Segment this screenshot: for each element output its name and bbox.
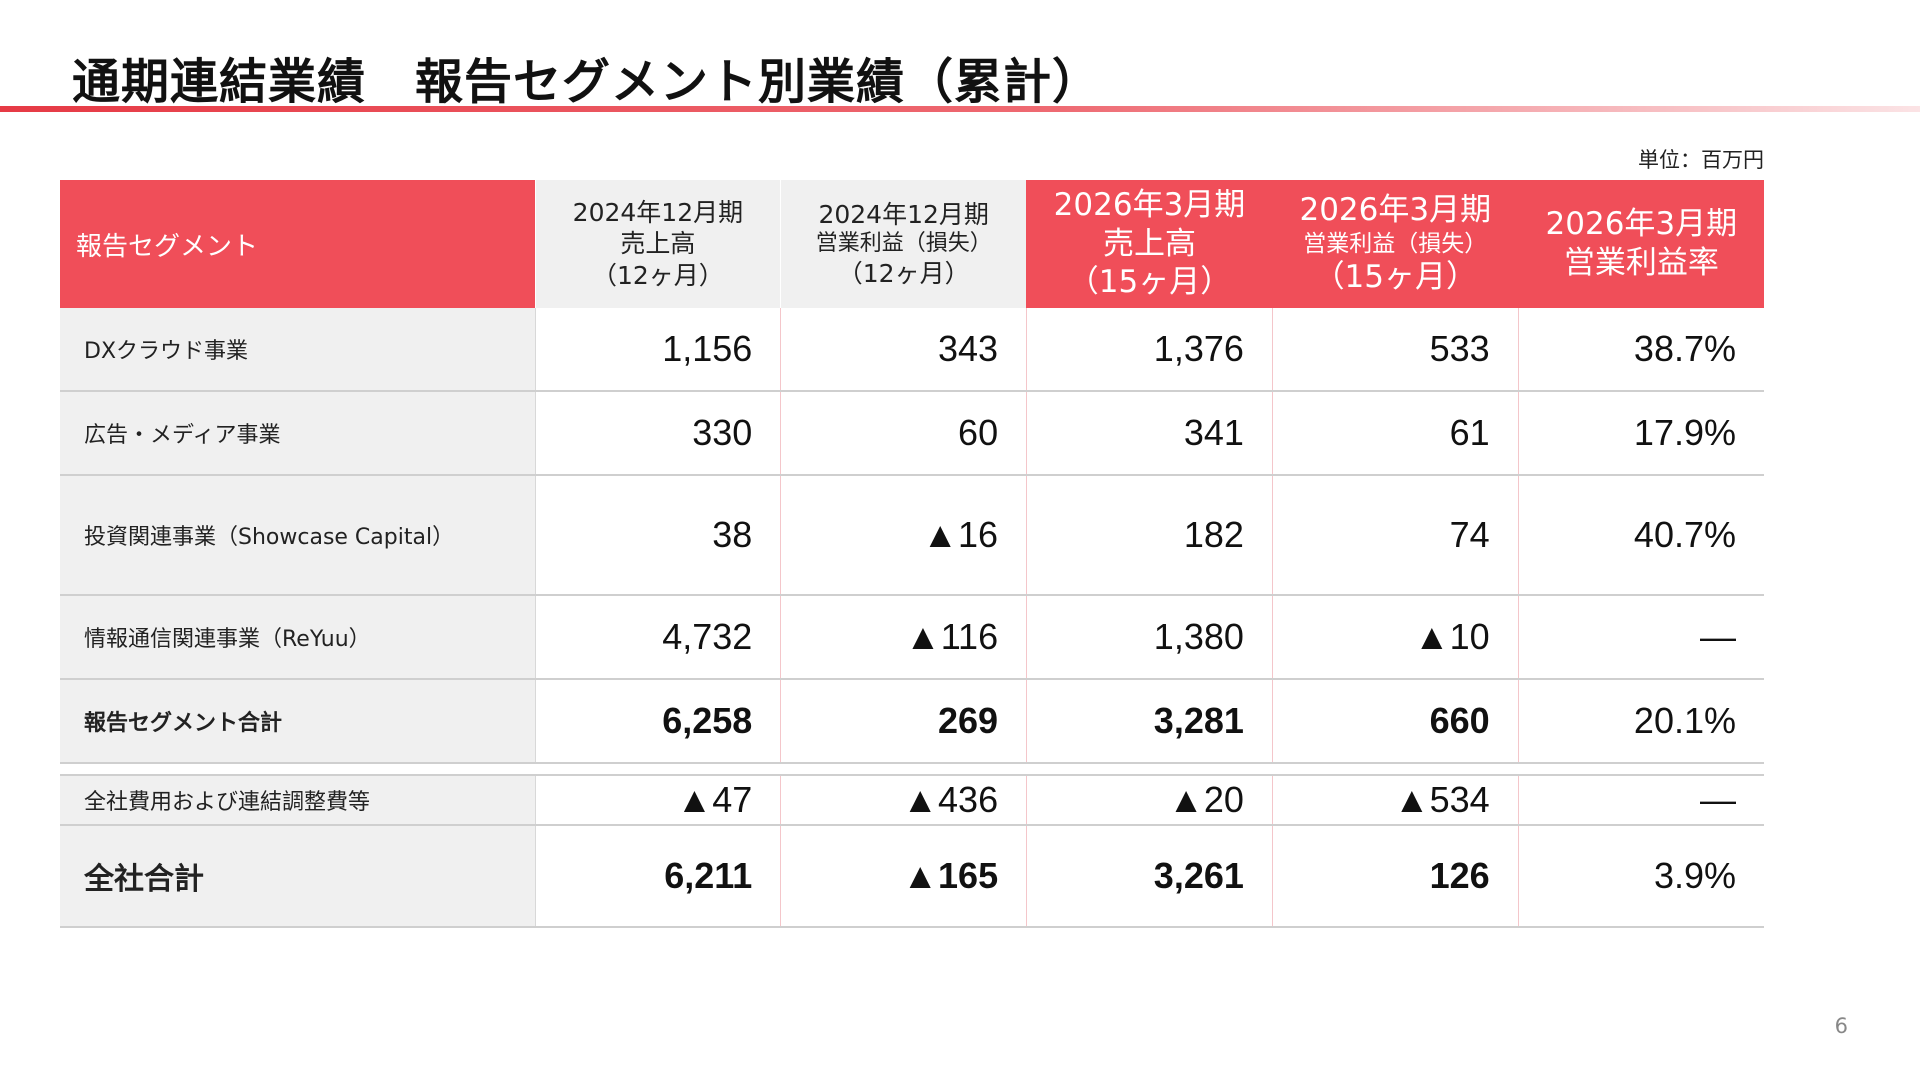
unit-label: 単位：百万円	[1638, 148, 1764, 172]
header-line: （15ヶ月）	[1313, 259, 1478, 296]
cell-value: ▲47	[534, 774, 781, 826]
cell-value: 17.9%	[1517, 391, 1764, 476]
cell-value: ▲10	[1271, 595, 1519, 680]
header-2024-sales: 2024年12月期 売上高 （12ヶ月）	[534, 180, 781, 308]
cell-value: 6,211	[534, 825, 781, 928]
cell-value: 6,258	[534, 679, 781, 764]
cell-value: ▲116	[780, 595, 1027, 680]
table-row-company-total: 全社合計 6,211 ▲165 3,261 126 3.9%	[60, 825, 1764, 928]
header-line: 営業利益（損失）	[815, 231, 992, 257]
cell-value: 533	[1271, 308, 1519, 392]
header-2026-operating-income: 2026年3月期 営業利益（損失） （15ヶ月）	[1271, 180, 1519, 308]
header-line: （12ヶ月）	[591, 260, 724, 290]
cell-value: 126	[1271, 825, 1519, 928]
header-2026-sales: 2026年3月期 売上高 （15ヶ月）	[1026, 180, 1273, 308]
cell-value: 3,281	[1026, 679, 1273, 764]
cell-value: ▲16	[780, 475, 1027, 596]
header-line: 2024年12月期	[818, 200, 989, 229]
cell-value: ―	[1517, 774, 1764, 826]
table-row-segment-total: 報告セグメント合計 6,258 269 3,281 660 20.1%	[60, 679, 1764, 764]
header-line: 営業利益（損失）	[1303, 230, 1488, 257]
table-row: 広告・メディア事業 330 60 341 61 17.9%	[60, 391, 1764, 476]
cell-value: 330	[534, 391, 781, 476]
header-line: （15ヶ月）	[1067, 264, 1232, 301]
cell-value: 3.9%	[1517, 825, 1764, 928]
cell-value: ▲165	[780, 825, 1027, 928]
header-line: 2026年3月期	[1545, 206, 1738, 243]
row-label: 投資関連事業（Showcase Capital）	[60, 475, 536, 596]
header-segment: 報告セグメント	[60, 180, 535, 308]
cell-value: 38	[534, 475, 781, 596]
cell-value: 1,156	[534, 308, 781, 392]
cell-value: 660	[1271, 679, 1519, 764]
cell-value: 269	[780, 679, 1027, 764]
row-label: 全社費用および連結調整費等	[60, 774, 536, 826]
table-row: DXクラウド事業 1,156 343 1,376 533 38.7%	[60, 308, 1764, 392]
cell-value: 1,380	[1026, 595, 1273, 680]
cell-value: ―	[1517, 595, 1764, 680]
cell-value: 1,376	[1026, 308, 1273, 392]
row-label: 広告・メディア事業	[60, 391, 536, 476]
row-label: 全社合計	[60, 825, 536, 928]
page-number: 6	[1834, 1014, 1848, 1038]
cell-value: 343	[780, 308, 1027, 392]
cell-value: 38.7%	[1517, 308, 1764, 392]
cell-value: 74	[1271, 475, 1519, 596]
header-line: 2024年12月期	[572, 198, 744, 228]
cell-value: 3,261	[1026, 825, 1273, 928]
title-underline	[0, 106, 1920, 112]
table-row: 投資関連事業（Showcase Capital） 38 ▲16 182 74 4…	[60, 475, 1764, 596]
header-line: 2026年3月期	[1053, 186, 1246, 223]
header-line: 2026年3月期	[1299, 191, 1492, 228]
cell-value: 182	[1026, 475, 1273, 596]
header-2024-operating-income: 2024年12月期 営業利益（損失） （12ヶ月）	[780, 180, 1027, 308]
cell-value: 40.7%	[1517, 475, 1764, 596]
cell-value: 20.1%	[1517, 679, 1764, 764]
row-label: 情報通信関連事業（ReYuu）	[60, 595, 536, 680]
segment-results-table: 報告セグメント 2024年12月期 売上高 （12ヶ月） 2024年12月期 営…	[60, 180, 1764, 928]
header-line: 売上高	[620, 229, 696, 259]
table-spacer	[60, 763, 1764, 775]
page-title: 通期連結業績 報告セグメント別業績（累計）	[72, 54, 1102, 110]
cell-value: ▲20	[1026, 774, 1273, 826]
table-row-adjustment: 全社費用および連結調整費等 ▲47 ▲436 ▲20 ▲534 ―	[60, 774, 1764, 826]
cell-value: 4,732	[534, 595, 781, 680]
row-label: 報告セグメント合計	[60, 679, 536, 764]
header-line: 売上高	[1102, 225, 1196, 262]
cell-value: 61	[1271, 391, 1519, 476]
cell-value: 341	[1026, 391, 1273, 476]
header-2026-operating-margin: 2026年3月期 営業利益率	[1517, 180, 1764, 308]
cell-value: ▲534	[1271, 774, 1519, 826]
cell-value: ▲436	[780, 774, 1027, 826]
table-header-row: 報告セグメント 2024年12月期 売上高 （12ヶ月） 2024年12月期 営…	[60, 180, 1764, 308]
cell-value: 60	[780, 391, 1027, 476]
row-label: DXクラウド事業	[60, 308, 536, 392]
table-row: 情報通信関連事業（ReYuu） 4,732 ▲116 1,380 ▲10 ―	[60, 595, 1764, 680]
header-line: 営業利益率	[1563, 245, 1719, 281]
header-line: （12ヶ月）	[837, 258, 970, 288]
